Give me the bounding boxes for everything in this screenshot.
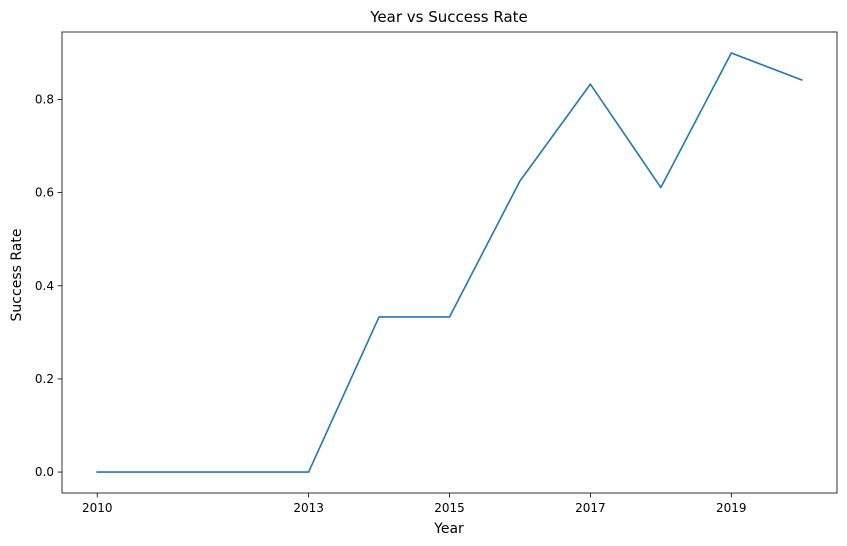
x-axis-label: Year xyxy=(433,521,464,537)
x-tick-label: 2015 xyxy=(434,501,465,515)
x-tick-label: 2019 xyxy=(716,501,747,515)
plot-area: 2010 2013 2015 2017 2019 0.0 0.2 0.4 0.6 0.8 xyxy=(35,31,838,515)
data-point xyxy=(96,471,98,473)
data-point xyxy=(801,79,803,81)
data-point xyxy=(590,83,592,85)
data-point xyxy=(378,316,380,318)
y-tick-label: 0.6 xyxy=(35,186,54,200)
data-point xyxy=(449,316,451,318)
axes-frame xyxy=(61,31,838,494)
y-axis-label: Success Rate xyxy=(9,229,25,322)
data-point xyxy=(308,471,310,473)
data-point xyxy=(519,180,521,182)
data-point xyxy=(237,471,239,473)
data-point xyxy=(731,52,733,54)
x-tick-label: 2010 xyxy=(82,501,113,515)
x-tick-label: 2017 xyxy=(575,501,606,515)
y-tick-label: 0.4 xyxy=(35,279,54,293)
series-line xyxy=(96,52,803,473)
chart-title: Year vs Success Rate xyxy=(369,8,528,26)
y-tick-label: 0.8 xyxy=(35,93,54,107)
x-tick-label: 2013 xyxy=(293,501,324,515)
data-point xyxy=(660,187,662,189)
y-tick-label: 0.2 xyxy=(35,372,54,386)
y-tick-label: 0.0 xyxy=(35,465,54,479)
